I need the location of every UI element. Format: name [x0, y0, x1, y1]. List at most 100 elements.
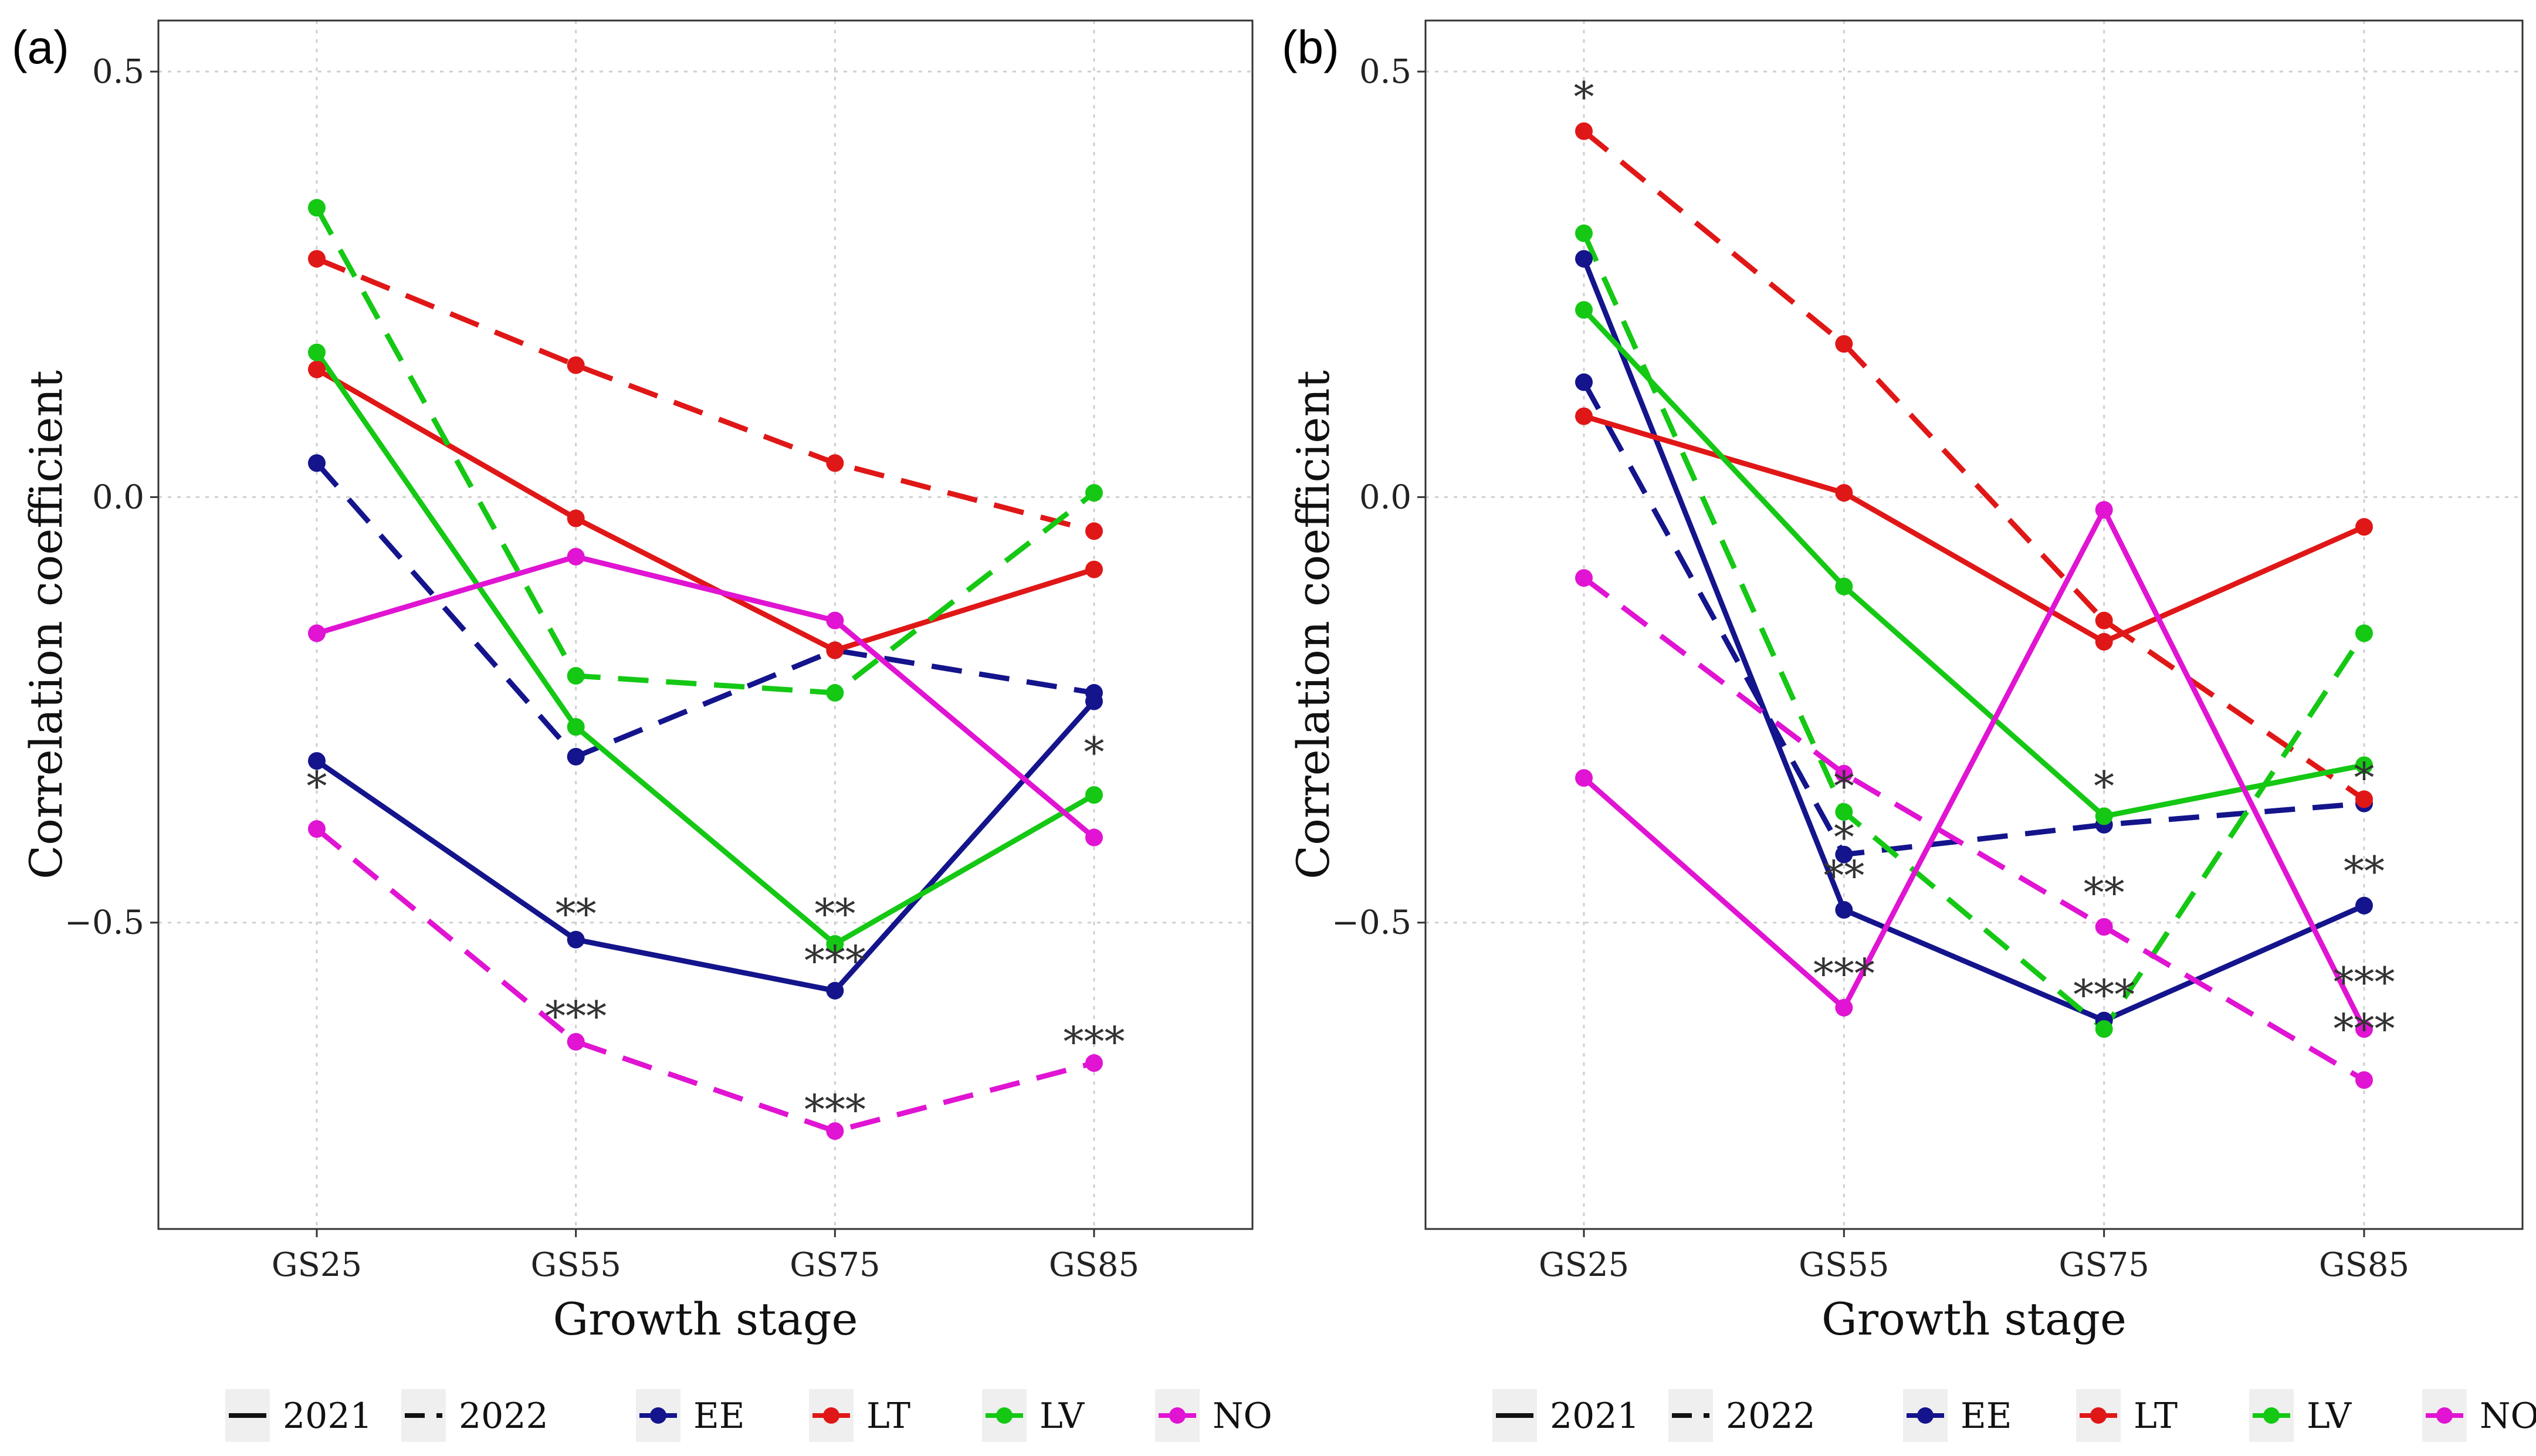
legend-marker-ee [650, 1407, 666, 1424]
x-tick-label: GS85 [2319, 1246, 2409, 1284]
data-point-ee-2021-gs85 [2355, 896, 2373, 915]
data-point-lt-2021-gs85 [2355, 518, 2373, 536]
significance-label: *** [1064, 1018, 1125, 1066]
significance-label: *** [2334, 1005, 2395, 1053]
data-point-lv-2022-gs85 [2355, 624, 2373, 642]
series-line-no-2022 [315, 827, 1095, 1134]
series-line-lt-2021 [315, 367, 1095, 653]
panel-label: (b) [1282, 21, 1339, 73]
data-point-lt-2022-gs55 [1835, 335, 1853, 353]
data-point-no-2022-gs25 [1575, 569, 1593, 587]
data-point-lv-2022-gs85 [1085, 484, 1103, 502]
legend: 2021 2022 EE LT LV NO [1492, 1389, 2536, 1442]
significance-label: *** [2334, 958, 2395, 1006]
series-points [308, 199, 1103, 1140]
legend-label-no: NO [1213, 1396, 1272, 1437]
data-point-lt-2022-gs25 [1575, 122, 1593, 140]
data-point-lv-2022-gs25 [308, 199, 326, 217]
plot-frame [157, 19, 1254, 1230]
significance-label: *** [804, 937, 866, 985]
panel-a: (a) 0.5 0.0 −0.5 GS25 GS55 GS75 GS85 Growth stag… [12, 19, 1272, 1442]
data-point-no-2022-gs75 [2095, 918, 2113, 936]
series-line-ee-2022 [314, 461, 1095, 760]
data-point-ee-2022-gs25 [1575, 373, 1593, 391]
data-point-lv-2022-gs75 [2095, 1020, 2113, 1038]
data-point-ee-2021-gs75 [826, 981, 844, 1000]
panel-label: (a) [12, 21, 69, 73]
legend-label-2022: 2022 [1726, 1396, 1816, 1437]
significance-label: ** [556, 890, 597, 938]
legend-label-lt: LT [866, 1396, 910, 1437]
y-tick-label: 0.0 [1359, 478, 1411, 516]
y-tick-label: −0.5 [65, 904, 144, 942]
significance-label: *** [804, 1086, 866, 1134]
data-point-lt-2022-gs75 [2095, 611, 2113, 629]
legend: 2021 2022 EE LT LV NO [225, 1389, 1272, 1442]
data-point-lt-2021-gs55 [567, 509, 585, 527]
legend-marker-no [2436, 1407, 2453, 1424]
data-point-ee-2022-gs25 [308, 454, 326, 472]
x-axis-title: Growth stage [553, 1293, 858, 1345]
panel-b: (b) 0.5 0.0 −0.5 GS25 GS55 GS75 GS85 Growth stag… [1282, 19, 2536, 1442]
data-point-ee-2022-gs85 [1085, 684, 1103, 702]
series-line-ee-2022 [1582, 381, 2365, 858]
data-point-no-2022-gs55 [567, 1032, 585, 1051]
series-line-lt-2022 [316, 256, 1095, 534]
data-point-lv-2022-gs25 [1575, 224, 1593, 242]
significance-label: *** [1813, 950, 1875, 998]
legend-label-2021: 2021 [1550, 1396, 1640, 1437]
data-point-no-2021-gs25 [1575, 769, 1593, 787]
data-point-lv-2021-gs85 [2355, 756, 2373, 774]
x-tick-label: GS25 [1539, 1246, 1629, 1284]
data-point-no-2021-gs85 [1085, 828, 1103, 846]
significance-label: ** [814, 890, 855, 938]
significance-label: *** [545, 992, 607, 1040]
significance-label: *** [2073, 971, 2135, 1019]
plot-frame [1424, 19, 2524, 1230]
data-point-ee-2021-gs55 [1835, 900, 1853, 919]
data-point-lt-2021-gs55 [1835, 484, 1853, 502]
legend-label-lt: LT [2134, 1396, 2178, 1437]
data-point-no-2022-gs75 [826, 1122, 844, 1140]
legend-label-no: NO [2480, 1396, 2536, 1437]
legend-marker-lt [823, 1407, 839, 1424]
data-point-lv-2021-gs75 [826, 935, 844, 953]
series-lines [314, 206, 1096, 1134]
data-point-lt-2022-gs85 [2355, 790, 2373, 808]
y-tick-label: 0.0 [92, 478, 144, 516]
data-point-no-2022-gs25 [308, 820, 326, 838]
significance-label: * [2094, 763, 2114, 811]
data-point-lt-2021-gs85 [1085, 560, 1103, 578]
significance-annotations: *********************** [1574, 73, 2395, 1054]
legend-marker-lv [2263, 1407, 2280, 1424]
significance-label: * [1084, 729, 1105, 777]
series-line-lv-2021 [314, 351, 1096, 947]
data-point-ee-2022-gs55 [1835, 845, 1853, 864]
data-point-no-2021-gs85 [2355, 1020, 2373, 1038]
series-line-lt-2022 [1582, 129, 2366, 802]
data-point-lv-2022-gs55 [567, 667, 585, 685]
x-axis-title: Growth stage [1821, 1293, 2127, 1345]
significance-label: ** [2344, 848, 2385, 896]
x-tick-label: GS85 [1049, 1246, 1139, 1284]
y-tick-label: 0.5 [1359, 53, 1411, 91]
significance-annotations: ****************** [307, 729, 1125, 1134]
x-tick-label: GS55 [1799, 1246, 1889, 1284]
significance-label: * [1834, 763, 1854, 811]
significance-label: * [1834, 814, 1854, 862]
data-point-lt-2022-gs55 [567, 356, 585, 374]
data-point-ee-2021-gs25 [308, 752, 326, 770]
data-point-lv-2022-gs55 [1835, 803, 1853, 821]
data-point-lt-2022-gs85 [1085, 522, 1103, 540]
series-line-no-2021 [1582, 507, 2367, 1031]
x-tick-label: GS55 [530, 1246, 621, 1284]
data-point-no-2021-gs55 [567, 547, 585, 566]
legend-label-lv: LV [1040, 1396, 1085, 1437]
data-point-lv-2021-gs55 [1835, 577, 1853, 595]
legend-label-2022: 2022 [459, 1396, 548, 1437]
series-line-lv-2022 [1581, 232, 2366, 1032]
data-point-lv-2022-gs75 [826, 684, 844, 702]
data-point-no-2021-gs75 [2095, 501, 2113, 519]
legend-marker-lv [996, 1407, 1013, 1424]
